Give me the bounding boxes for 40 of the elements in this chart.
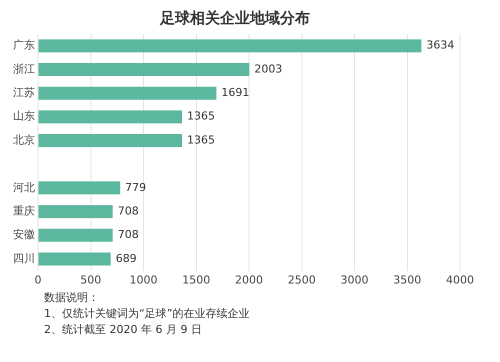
data-label: 2003 [254,62,282,76]
data-label: 1691 [221,86,250,100]
text: 2、统计截至 2020 年 6 月 9 日 [44,322,203,338]
x-tick-label: 3500 [393,273,422,286]
data-label: 1365 [187,133,216,146]
data-label: 689 [116,252,137,265]
y-tick-label: 四川 [13,252,35,265]
y-tick-label: 北京 [13,133,35,146]
y-tick-label: 江苏 [13,86,35,100]
data-label: 708 [118,204,139,218]
bar [38,86,216,100]
data-label: 1365 [187,110,216,123]
y-tick-label: 山东 [13,110,35,123]
x-tick-label: 1000 [130,273,158,286]
y-tick-label: 安徽 [13,228,35,242]
x-tick-label: 3000 [340,273,368,286]
x-tick-label: 500 [80,273,102,286]
bar [38,205,113,218]
y-tick-label: 河北 [13,180,35,194]
y-tick-label: 重庆 [13,204,35,218]
y-tick-label: 广东 [13,38,35,52]
bar [38,63,250,76]
x-tick-label: 1500 [182,273,210,286]
x-tick-label: 2000 [235,273,263,286]
bar [38,252,111,266]
bar [38,181,120,194]
bar [38,228,113,242]
text: 1、仅统计关键词为“足球”的在业存续企业 [44,306,250,322]
x-tick-label: 4000 [446,273,474,286]
chart-title: 足球相关企业地域分布 [159,8,310,27]
data-label: 3634 [426,38,454,52]
bar [38,134,182,148]
y-tick-label: 浙江 [13,62,35,76]
data-label: 779 [125,180,146,194]
data-label: 708 [118,228,139,242]
bar [38,110,182,124]
x-tick-label: 2500 [288,273,316,286]
x-tick-label: 0 [34,273,42,286]
text: 数据说明： [44,290,100,306]
bar [38,39,422,52]
